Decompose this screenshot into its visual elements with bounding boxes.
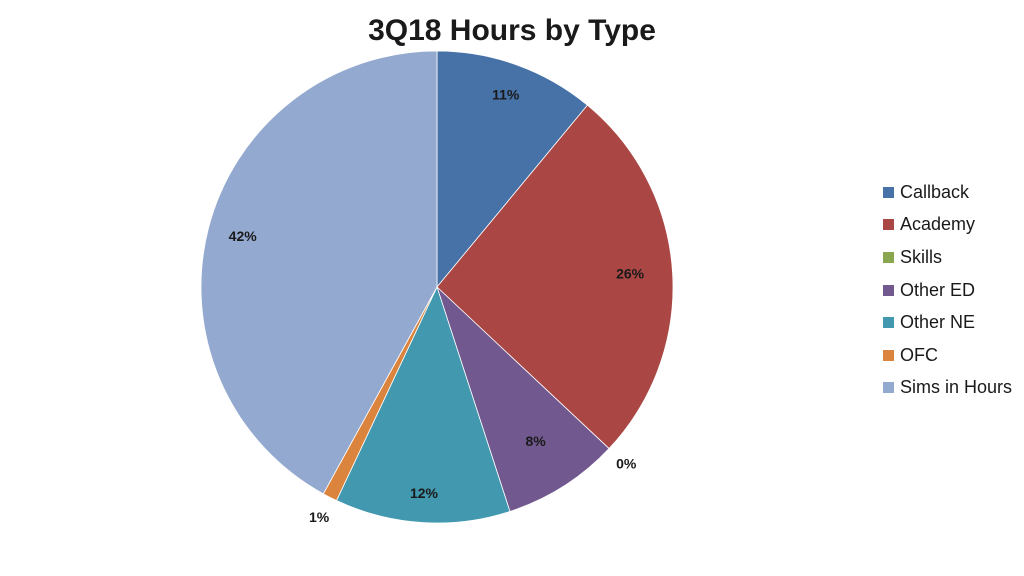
data-label-ofc: 1%	[309, 509, 330, 525]
legend-swatch-academy	[883, 219, 894, 231]
legend-label-sims-in-hours: Sims in Hours	[900, 377, 1013, 398]
legend-swatch-callback	[883, 186, 894, 198]
data-label-skills: 0%	[616, 455, 637, 471]
legend-item-callback: Callback	[883, 176, 1012, 209]
legend-swatch-ofc	[883, 349, 894, 361]
pie-slice-other-ne	[335, 285, 511, 524]
chart-title: 3Q18 Hours by Type	[368, 14, 656, 47]
legend-label-callback: Callback	[900, 181, 970, 202]
legend-label-ofc: OFC	[900, 344, 938, 365]
legend-label-skills: Skills	[900, 246, 943, 267]
legend-item-sims-in-hours: Sims in Hours	[883, 372, 1012, 405]
data-label-other-ed: 8%	[526, 433, 547, 449]
legend-label-academy: Academy	[900, 214, 976, 235]
legend-label-other-ne: Other NE	[900, 312, 976, 333]
legend-item-ofc: OFC	[883, 339, 1012, 372]
legend: Callback Academy Skills Other ED Other NE OFC…	[883, 176, 1012, 404]
data-label-callback: 11%	[492, 87, 520, 103]
pie-slice-callback	[436, 50, 588, 289]
legend-swatch-sims-in-hours	[883, 382, 894, 394]
pie-slices	[200, 50, 674, 524]
legend-label-other-ed: Other ED	[900, 279, 976, 300]
legend-swatch-other-ed	[883, 284, 894, 296]
data-label-academy: 26%	[616, 266, 645, 282]
legend-item-academy: Academy	[883, 209, 1012, 242]
legend-item-other-ed: Other ED	[883, 274, 1012, 307]
data-label-other-ne: 12%	[410, 485, 439, 501]
pie-labels: 11% 26% 0% 8% 12% 1% 42%	[229, 87, 645, 525]
legend-swatch-other-ne	[883, 317, 894, 329]
pie-slice-academy	[436, 104, 674, 450]
pie-slice-sims-in-hours	[200, 50, 438, 495]
data-label-sims-in-hours: 42%	[229, 228, 258, 244]
legend-swatch-skills	[883, 251, 894, 263]
legend-item-other-ne: Other NE	[883, 306, 1012, 339]
legend-item-skills: Skills	[883, 241, 1012, 274]
pie-slice-other-ed	[436, 286, 610, 512]
